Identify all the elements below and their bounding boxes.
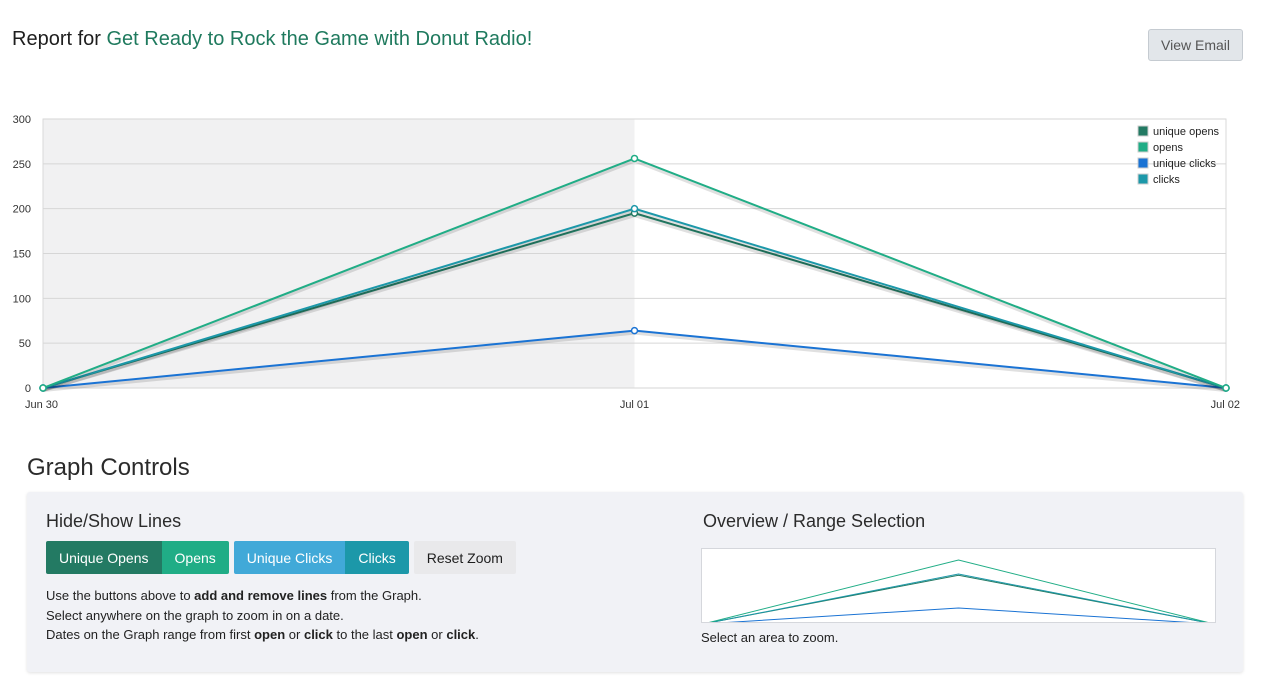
graph-controls-panel: Hide/Show Lines Unique Opens Opens Uniqu… [27,492,1243,672]
help-line-1: Use the buttons above to add and remove … [46,586,479,606]
x-tick-label: Jun 30 [25,399,58,411]
help-text: or [285,627,304,642]
chart-legend: unique opens opens unique clicks clicks [1137,125,1220,186]
unique-opens-button[interactable]: Unique Opens [46,541,162,574]
hide-show-lines-heading: Hide/Show Lines [46,511,182,531]
report-prefix: Report for [12,28,101,50]
y-tick-label: 50 [19,338,31,350]
help-text: from the Graph. [327,588,422,603]
help-emphasis: click [446,627,476,642]
help-text: . [475,627,479,642]
line-toggle-buttons: Unique Opens Opens Unique Clicks Clicks … [46,541,516,574]
help-text: or [427,627,447,642]
y-tick-label: 150 [13,249,31,261]
help-line-3: Dates on the Graph range from first open… [46,625,479,645]
zoom-note: Select an area to zoom. [701,630,839,645]
overview-line-clicks [702,573,1215,625]
overview-line-unique-opens [702,574,1215,625]
clicks-button-group: Unique Clicks Clicks [233,541,409,574]
y-tick-label: 300 [13,114,31,126]
help-text: to the last [332,627,397,642]
data-point-opens [630,154,639,163]
overview-line-unique-clicks [702,607,1215,625]
reset-zoom-button[interactable]: Reset Zoom [413,541,516,574]
data-point-unique-clicks [630,326,639,335]
help-emphasis: add and remove lines [194,588,328,603]
legend-swatch [1137,125,1149,137]
legend-label: unique opens [1153,126,1220,138]
help-text: Use the buttons above to [46,588,195,603]
data-point-clicks [630,204,639,213]
legend-swatch [1137,141,1149,153]
legend-swatch [1137,157,1149,169]
view-email-button[interactable]: View Email [1148,29,1243,61]
y-tick-label: 0 [25,383,31,395]
help-emphasis: open [396,627,428,642]
help-emphasis: click [303,627,333,642]
main-line-chart[interactable]: 300 250 200 150 100 50 0 Jun 30 Jul 01 Jul 02 uniq… [0,100,1271,420]
y-tick-label: 200 [13,204,31,216]
legend-label: unique clicks [1153,158,1216,170]
opens-button[interactable]: Opens [161,541,229,574]
data-point-opens [1222,384,1230,392]
opens-button-group: Unique Opens Opens [46,541,229,574]
graph-help-text: Use the buttons above to add and remove … [46,586,479,645]
graph-controls-heading: Graph Controls [27,454,190,481]
overview-range-heading: Overview / Range Selection [703,511,926,531]
clicks-button[interactable]: Clicks [345,541,409,574]
help-emphasis: open [254,627,286,642]
campaign-name: Get Ready to Rock the Game with Donut Ra… [106,28,533,50]
legend-label: clicks [1153,174,1180,186]
help-text: Dates on the Graph range from first [46,627,255,642]
legend-swatch [1137,173,1149,185]
x-tick-label: Jul 01 [620,399,649,411]
help-line-2: Select anywhere on the graph to zoom in … [46,607,344,623]
y-tick-label: 250 [13,159,31,171]
overview-range-selector[interactable] [701,548,1216,625]
x-tick-label: Jul 02 [1211,399,1240,411]
y-tick-label: 100 [13,293,31,305]
unique-clicks-button[interactable]: Unique Clicks [233,541,346,574]
page-title: Report for Get Ready to Rock the Game wi… [12,28,532,51]
overview-line-opens [702,559,1215,625]
legend-label: opens [1153,142,1183,154]
overview-chart[interactable] [702,549,1215,625]
data-point-opens [39,384,47,392]
